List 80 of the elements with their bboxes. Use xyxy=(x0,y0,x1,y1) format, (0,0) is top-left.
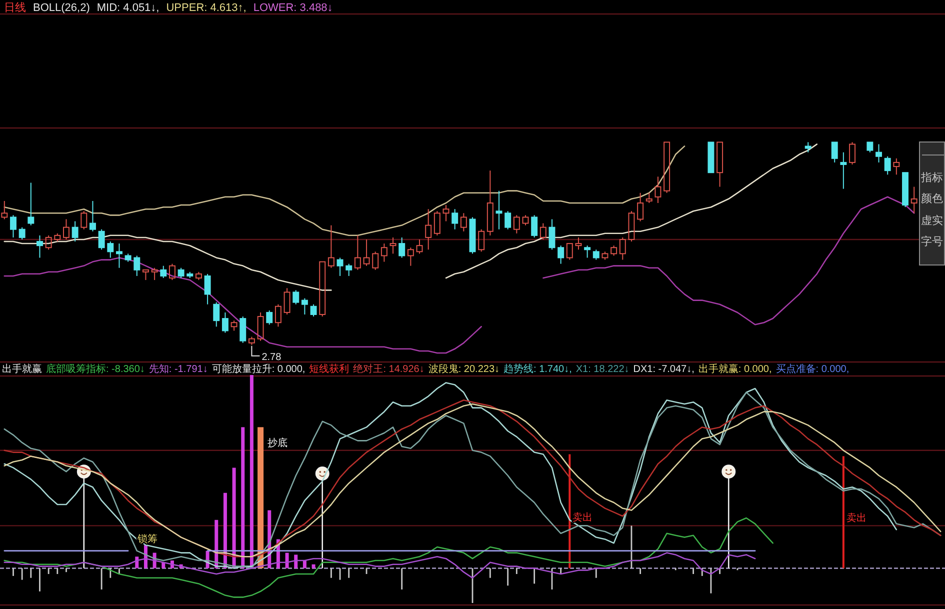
bar xyxy=(232,468,236,568)
annotation: 2.78 xyxy=(262,352,282,363)
annotation: 出手就赢: 0.000, xyxy=(698,363,772,375)
candlestick xyxy=(876,144,882,163)
candlestick xyxy=(496,190,502,230)
candlestick xyxy=(558,245,564,264)
candlestick xyxy=(142,269,149,281)
candlestick xyxy=(504,210,512,230)
candlestick xyxy=(584,245,591,258)
candlestick xyxy=(398,236,406,258)
note: 2.78 xyxy=(251,345,282,363)
bar xyxy=(223,492,227,568)
candlestick xyxy=(98,228,105,250)
annotation: 先知: -1.791↓ xyxy=(148,363,208,375)
candlestick xyxy=(566,243,573,260)
candlestick xyxy=(884,156,891,176)
candlestick xyxy=(425,208,432,250)
annotation: 底部吸筹指标: -8.360↓ xyxy=(46,363,145,375)
candlestick xyxy=(346,263,352,276)
candlestick xyxy=(390,236,396,254)
annotation: 短线获利 xyxy=(309,363,350,375)
candlestick xyxy=(213,302,220,328)
annotation: 趋势线: 1.740↓, xyxy=(504,363,572,375)
annotation: 字号 xyxy=(921,235,943,248)
candlestick xyxy=(10,214,16,238)
annotation: 可能放量拉升: 0.000, xyxy=(212,363,306,375)
candlestick xyxy=(160,265,167,278)
bar xyxy=(842,456,844,568)
text: BOLL(26,2) xyxy=(33,2,90,14)
candlestick xyxy=(654,176,662,204)
candlestick xyxy=(72,220,78,242)
text: 日线 xyxy=(4,1,26,14)
series-label: 卖出 xyxy=(846,513,866,524)
annotation: 绝对王: 14.926↓ xyxy=(353,363,424,375)
candlestick xyxy=(840,152,847,190)
candlestick xyxy=(531,214,538,238)
bar xyxy=(250,375,254,568)
series-label: 抄底 xyxy=(268,438,288,450)
bar xyxy=(294,554,298,568)
candlestick xyxy=(28,182,34,226)
bar xyxy=(568,454,571,568)
text: MID: 4.051↓, xyxy=(96,2,160,14)
candlestick xyxy=(301,298,308,315)
candlestick xyxy=(452,208,458,230)
candlestick xyxy=(178,267,184,278)
candlestick xyxy=(222,312,228,334)
candlestick xyxy=(18,226,26,240)
candlestick xyxy=(716,142,724,188)
annotation: 颜色 xyxy=(921,192,943,205)
candlestick xyxy=(910,186,918,214)
series-label: 卖出 xyxy=(572,512,593,524)
candlestick xyxy=(240,316,246,344)
candlestick xyxy=(204,273,211,305)
annotation: 虚实 xyxy=(921,214,943,227)
candlestick xyxy=(592,249,600,260)
candlestick xyxy=(266,310,273,326)
bar xyxy=(241,427,245,568)
bar xyxy=(312,564,316,568)
candlestick xyxy=(292,290,300,305)
candlestick xyxy=(831,142,838,163)
text: UPPER: 4.613↑, xyxy=(166,2,246,14)
annotation: X1: 18.222↓ xyxy=(576,364,630,375)
candlestick xyxy=(804,142,812,153)
annotation: 指标 xyxy=(920,172,943,184)
annotation: 波段鬼: 20.223↓ xyxy=(428,363,500,375)
candlestick xyxy=(310,304,317,318)
candlestick xyxy=(336,257,344,276)
candlestick xyxy=(134,255,140,276)
annotation: DX1: -7.047↓, xyxy=(633,364,694,375)
candlestick xyxy=(116,243,122,268)
candlestick xyxy=(548,218,556,250)
text: LOWER: 3.488↓ xyxy=(253,2,333,14)
bar xyxy=(302,560,306,568)
series-label: 锁筹 xyxy=(138,534,158,546)
annotation: 出手就赢 xyxy=(2,363,42,375)
candlestick xyxy=(36,234,43,258)
candlestick xyxy=(107,241,114,258)
annotation: 买点准备: 0.000, xyxy=(776,363,850,375)
candlestick xyxy=(89,200,96,232)
candlestick xyxy=(866,142,874,153)
